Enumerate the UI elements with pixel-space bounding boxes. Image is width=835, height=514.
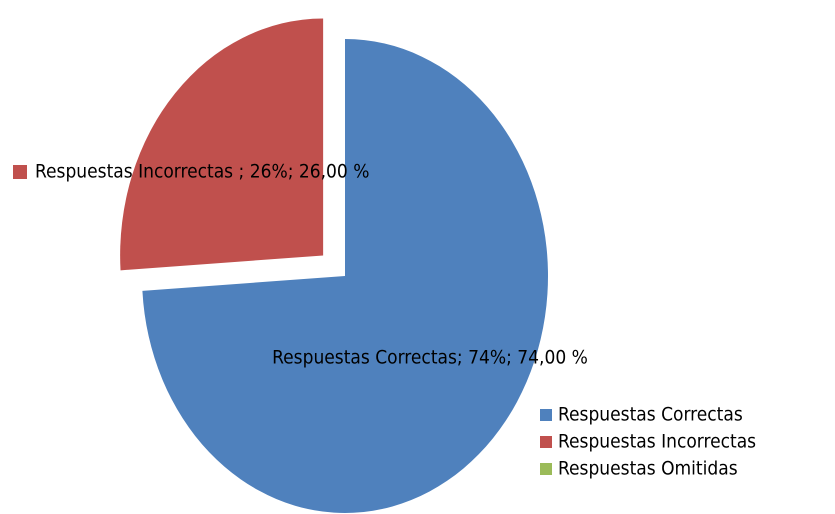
legend-swatch [540,436,552,448]
legend-swatch [540,463,552,475]
pie-slice [120,18,324,271]
pie-slice [142,39,549,514]
legend-swatch [540,409,552,421]
label-key [13,165,27,179]
data-label: Respuestas Incorrectas ; 26%; 26,00 % [35,161,369,183]
legend-label: Respuestas Incorrectas [558,431,756,453]
legend-label: Respuestas Omitidas [558,458,738,480]
legend-label: Respuestas Correctas [558,404,743,426]
data-label: Respuestas Correctas; 74%; 74,00 % [272,347,588,369]
